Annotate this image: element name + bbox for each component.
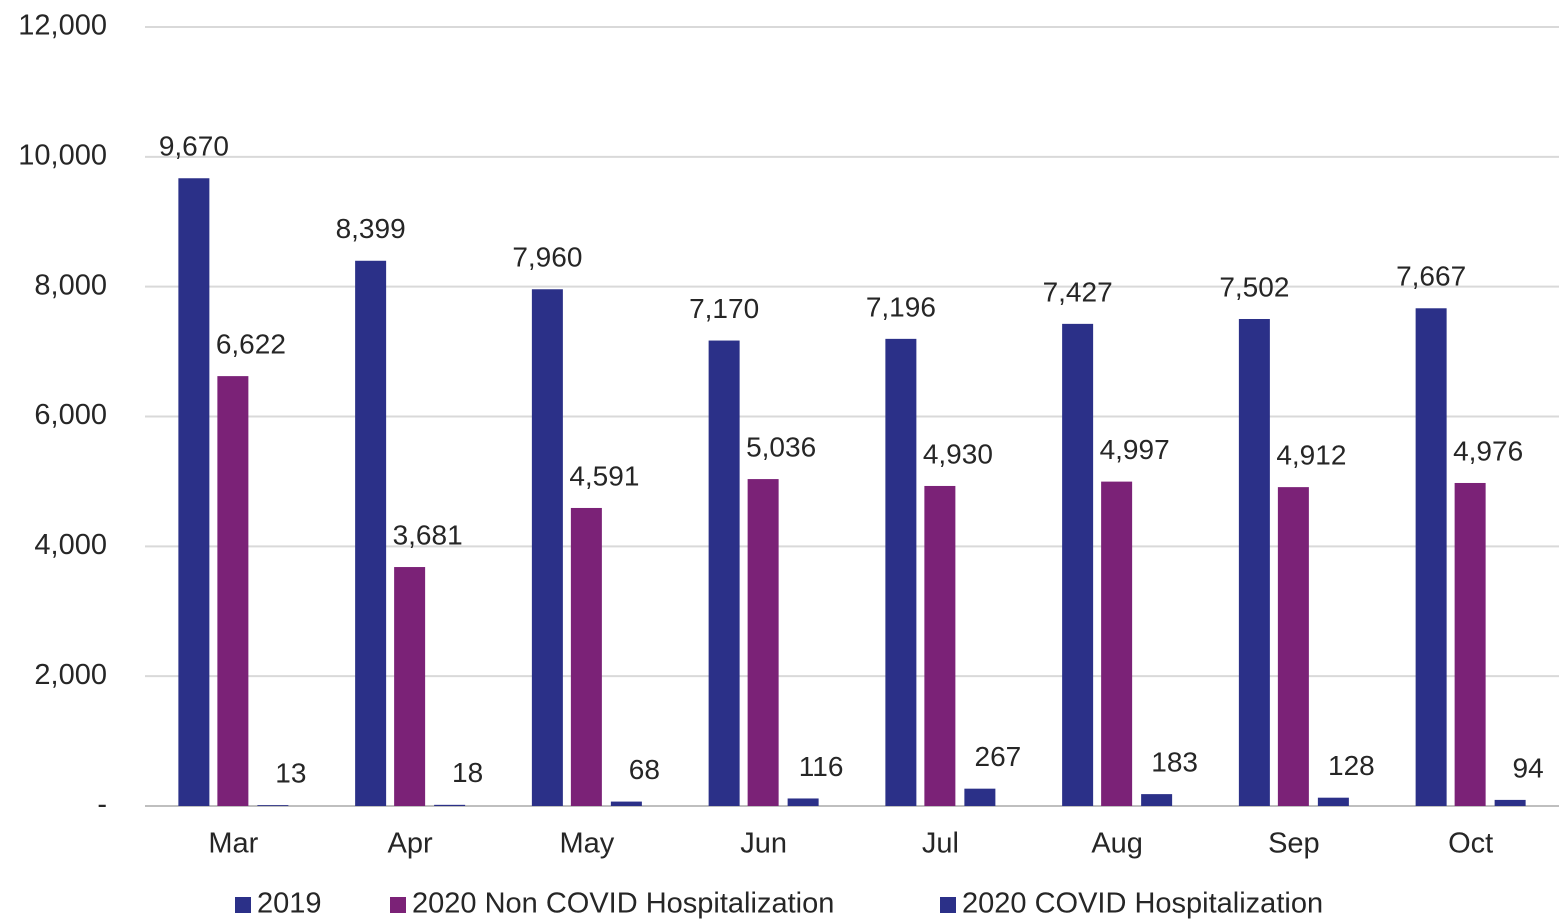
data-label: 3,681: [393, 519, 463, 550]
data-label: 267: [975, 741, 1022, 772]
data-label: 9,670: [159, 131, 229, 162]
data-label: 7,170: [689, 293, 759, 324]
bar: [787, 798, 819, 806]
bar: [1317, 797, 1349, 806]
bar: [708, 340, 740, 806]
data-label: 4,930: [923, 438, 993, 469]
data-label: 4,591: [569, 460, 639, 491]
y-tick-label: 8,000: [34, 269, 107, 301]
x-tick-label: Sep: [1268, 828, 1320, 860]
data-label: 7,502: [1219, 271, 1289, 302]
x-tick-label: Mar: [208, 828, 258, 860]
bar: [747, 479, 779, 806]
data-label: 7,427: [1043, 276, 1113, 307]
legend-swatch: [940, 897, 956, 913]
legend-label: 2019: [257, 888, 322, 920]
bar: [1238, 318, 1270, 806]
legend-swatch: [235, 897, 251, 913]
bar: [355, 260, 387, 807]
y-tick-label: 10,000: [18, 139, 107, 171]
data-label: 4,976: [1453, 435, 1523, 466]
bar: [885, 338, 917, 806]
data-label: 4,997: [1100, 434, 1170, 465]
data-label: 7,667: [1396, 261, 1466, 292]
x-tick-label: Oct: [1448, 828, 1493, 860]
x-tick-label: May: [559, 828, 614, 860]
data-label: 8,399: [336, 213, 406, 244]
bar: [610, 801, 642, 806]
y-tick-label: 4,000: [34, 529, 107, 561]
data-label: 5,036: [746, 431, 816, 462]
bar: [1101, 481, 1133, 806]
data-label: 116: [799, 751, 844, 782]
data-label: 68: [629, 754, 660, 785]
x-tick-label: Jun: [740, 828, 787, 860]
bar: [924, 485, 956, 806]
y-tick-label: 6,000: [34, 399, 107, 431]
bar: [1494, 799, 1526, 806]
x-tick-label: Apr: [388, 828, 433, 860]
data-label: 94: [1513, 752, 1544, 783]
bar: [1454, 482, 1486, 806]
data-label: 183: [1151, 747, 1198, 778]
data-label: 128: [1328, 750, 1375, 781]
bar: [434, 804, 466, 806]
x-tick-label: Aug: [1091, 828, 1143, 860]
data-label: 4,912: [1276, 440, 1346, 471]
data-label: 7,196: [866, 291, 936, 322]
x-tick-label: Jul: [922, 828, 959, 860]
bar: [257, 805, 289, 806]
data-label: 6,622: [216, 329, 286, 360]
bar: [1141, 794, 1173, 806]
bar: [531, 289, 563, 807]
bar: [1062, 323, 1094, 806]
bar: [964, 788, 996, 806]
bar: [1277, 487, 1309, 806]
data-label: 18: [452, 757, 483, 788]
legend-swatch: [390, 897, 406, 913]
bar: [217, 376, 249, 806]
bar: [570, 507, 602, 806]
bar: [178, 178, 210, 806]
legend-label: 2020 Non COVID Hospitalization: [412, 888, 834, 920]
y-tick-label: -: [97, 789, 107, 821]
data-label: 13: [275, 758, 306, 789]
y-tick-label: 12,000: [18, 10, 107, 42]
bar: [1415, 308, 1447, 806]
y-tick-label: 2,000: [34, 659, 107, 691]
data-label: 7,960: [512, 242, 582, 273]
legend-label: 2020 COVID Hospitalization: [962, 888, 1323, 920]
bar: [394, 567, 426, 806]
